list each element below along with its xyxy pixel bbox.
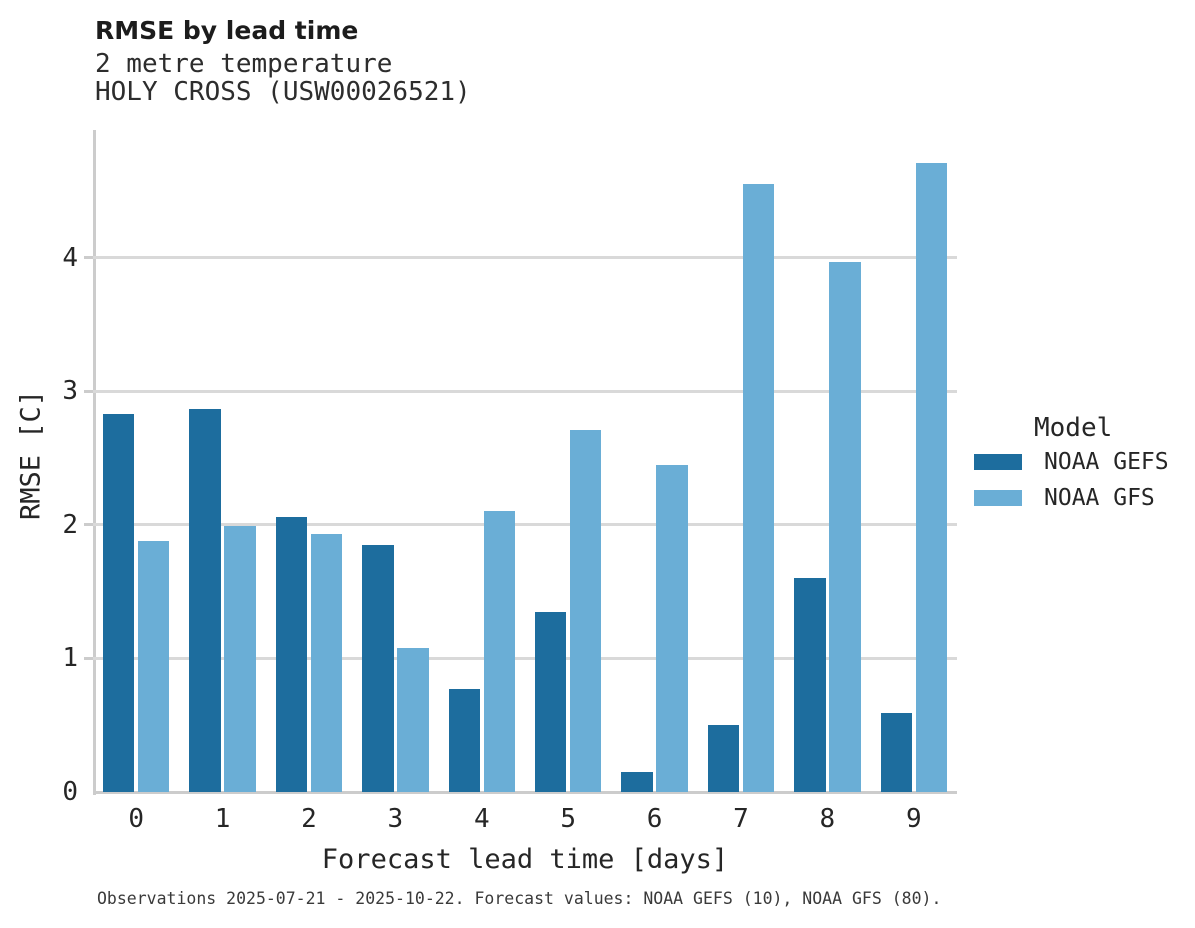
y-tick-mark-3 xyxy=(84,389,93,393)
y-tick-label-0: 0 xyxy=(62,777,78,807)
gridline-y-2 xyxy=(93,523,957,527)
y-tick-labels: 0 1 2 3 4 xyxy=(0,128,78,807)
y-tick-label-3: 3 xyxy=(62,376,78,407)
bar-noaa-gfs-lead-7 xyxy=(742,184,775,792)
x-tick-label-9: 9 xyxy=(905,804,922,834)
y-axis-spine xyxy=(93,130,96,795)
gridline-y-1 xyxy=(93,656,957,660)
legend-title: Model xyxy=(1034,413,1113,443)
chart-subtitle-station: HOLY CROSS (USW00026521) xyxy=(95,77,471,107)
x-axis-line xyxy=(93,791,957,794)
x-tick-label-2: 2 xyxy=(301,804,317,834)
chart-subtitle-variable: 2 metre temperature xyxy=(95,49,393,79)
y-tick-mark-4 xyxy=(84,256,93,260)
legend-label-noaa-gefs: NOAA GEFS xyxy=(1044,449,1169,475)
legend-label-noaa-gfs: NOAA GFS xyxy=(1044,485,1155,511)
chart-title: RMSE by lead time xyxy=(95,16,359,45)
x-tick-label-1: 1 xyxy=(214,804,231,834)
bar-noaa-gfs-lead-3 xyxy=(397,647,429,792)
bar-noaa-gfs-lead-0 xyxy=(137,540,170,792)
x-tick-label-5: 5 xyxy=(560,804,577,834)
bar-noaa-gfs-lead-8 xyxy=(829,261,861,792)
x-tick-label-3: 3 xyxy=(387,804,404,834)
bar-noaa-gfs-lead-4 xyxy=(483,511,516,792)
bar-noaa-gefs-lead-6 xyxy=(621,771,653,792)
bar-noaa-gefs-lead-5 xyxy=(534,611,567,792)
plot-area xyxy=(84,128,957,795)
bar-noaa-gefs-lead-0 xyxy=(102,413,135,792)
bar-noaa-gfs-lead-6 xyxy=(656,464,688,792)
bar-noaa-gefs-lead-7 xyxy=(707,725,740,792)
bar-noaa-gfs-lead-5 xyxy=(569,429,602,792)
gridline-y-4 xyxy=(93,256,957,260)
y-tick-label-4: 4 xyxy=(62,242,78,273)
x-tick-labels: 0 1 2 3 4 5 6 7 8 9 xyxy=(93,802,957,836)
x-tick-label-6: 6 xyxy=(646,804,663,834)
bar-noaa-gefs-lead-9 xyxy=(880,713,913,792)
x-tick-label-0: 0 xyxy=(128,804,145,834)
gridline-y-3 xyxy=(93,389,957,393)
legend-item-noaa-gfs: NOAA GFS xyxy=(974,484,1155,512)
x-axis-label: Forecast lead time [days] xyxy=(321,844,729,875)
bar-noaa-gefs-lead-8 xyxy=(794,578,826,792)
bar-noaa-gfs-lead-1 xyxy=(224,526,256,792)
bar-noaa-gefs-lead-3 xyxy=(362,544,394,792)
x-tick-label-4: 4 xyxy=(473,804,490,834)
bar-noaa-gefs-lead-2 xyxy=(275,516,308,792)
bar-noaa-gefs-lead-4 xyxy=(448,689,481,792)
x-tick-label-7: 7 xyxy=(733,804,749,834)
footer-caption: Observations 2025-07-21 - 2025-10-22. Fo… xyxy=(97,889,942,908)
x-tick-label-8: 8 xyxy=(819,804,836,834)
y-tick-mark-2 xyxy=(84,523,93,527)
bar-noaa-gefs-lead-1 xyxy=(189,408,221,792)
y-tick-mark-1 xyxy=(84,656,93,660)
legend-item-noaa-gefs: NOAA GEFS xyxy=(974,448,1169,476)
y-tick-label-1: 1 xyxy=(62,643,78,674)
bar-noaa-gfs-lead-9 xyxy=(915,162,948,792)
legend-swatch-noaa-gfs xyxy=(974,490,1022,506)
y-tick-label-2: 2 xyxy=(62,509,78,540)
legend-swatch-noaa-gefs xyxy=(974,454,1022,470)
bar-noaa-gfs-lead-2 xyxy=(310,534,343,792)
